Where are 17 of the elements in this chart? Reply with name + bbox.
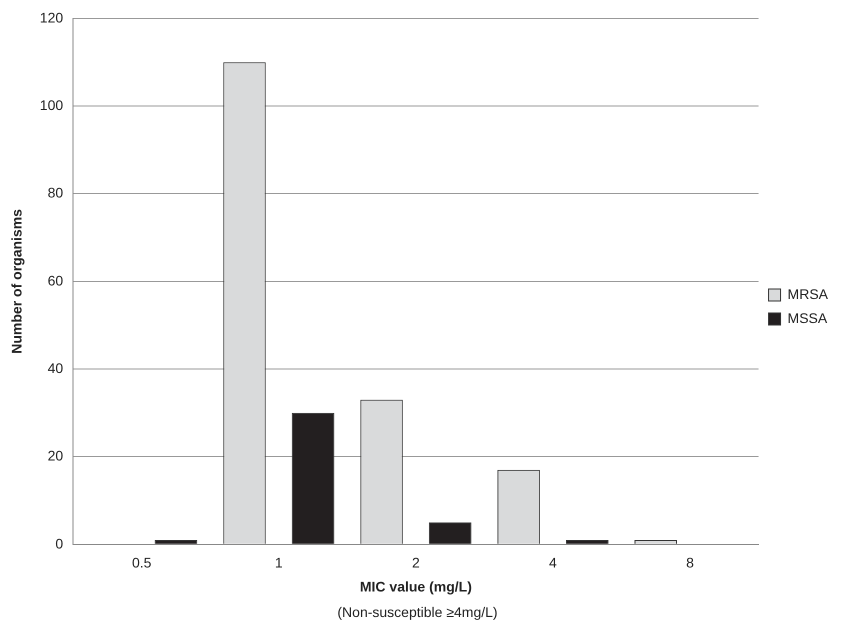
x-tick-label: 4 bbox=[549, 554, 558, 571]
text: (Non-susceptible ≥4mg/L) bbox=[336, 604, 499, 620]
x-tick-label: 0.5 bbox=[132, 554, 152, 571]
x-axis-title: MIC value (mg/L) bbox=[360, 578, 472, 594]
y-tick-label: 0 bbox=[55, 535, 64, 552]
x-tick-label: 2 bbox=[412, 554, 420, 571]
y-tick-label: 40 bbox=[48, 360, 64, 376]
y-tick-label: 100 bbox=[40, 96, 64, 113]
x-tick-label: 1 bbox=[274, 554, 283, 571]
legend-label: MSSA bbox=[788, 310, 828, 326]
legend-label: MRSA bbox=[788, 286, 829, 302]
y-tick-label: 120 bbox=[40, 9, 64, 26]
y-tick-label: 20 bbox=[48, 448, 64, 464]
y-axis-title: Number of organisms bbox=[8, 208, 24, 354]
x-tick-label: 8 bbox=[686, 554, 694, 571]
y-tick-label: 80 bbox=[48, 184, 64, 201]
y-tick-label: 60 bbox=[48, 272, 64, 288]
